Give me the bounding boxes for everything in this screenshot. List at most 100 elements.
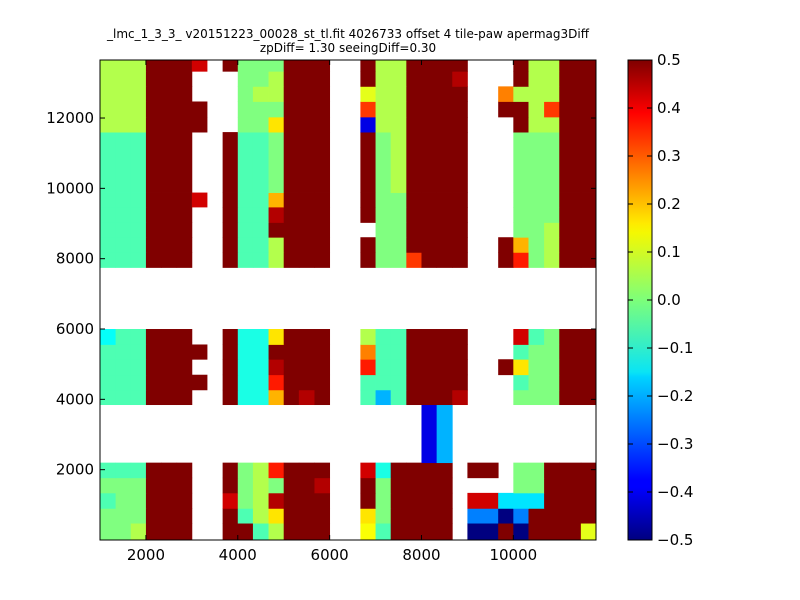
heatmap-cell: [161, 492, 178, 509]
heatmap-cell: [390, 329, 407, 345]
heatmap-cell: [268, 86, 285, 102]
colorbar-tick-label: −0.3: [657, 435, 693, 453]
heatmap-cell: [314, 462, 331, 479]
heatmap-cell: [100, 192, 117, 208]
heatmap-cell: [375, 222, 392, 238]
heatmap-cell: [115, 206, 132, 223]
heatmap-cell: [130, 60, 147, 72]
heatmap-cell: [559, 71, 582, 87]
heatmap-cell: [436, 101, 453, 118]
heatmap-cell: [513, 523, 529, 541]
heatmap-cell: [298, 389, 315, 406]
heatmap-cell: [544, 206, 560, 223]
heatmap-cell: [436, 237, 453, 253]
heatmap-cell: [268, 523, 285, 541]
heatmap-cell: [268, 359, 285, 376]
heatmap-cell: [176, 359, 193, 376]
heatmap-cell: [100, 206, 117, 223]
heatmap-cell: [176, 192, 193, 208]
heatmap-cell: [452, 101, 468, 118]
heatmap-cell: [252, 462, 269, 479]
heatmap-cell: [298, 101, 315, 118]
heatmap-cell: [452, 237, 468, 253]
heatmap-cell: [237, 222, 254, 238]
heatmap-cell: [130, 508, 147, 524]
heatmap-cell: [237, 60, 254, 72]
heatmap-cell: [222, 60, 239, 72]
heatmap-cell: [436, 71, 453, 87]
heatmap-cell: [252, 252, 269, 268]
heatmap-cell: [283, 71, 300, 87]
heatmap-cell: [559, 237, 582, 253]
heatmap-cell: [314, 477, 331, 494]
heatmap-cell: [528, 329, 545, 345]
heatmap-cell: [145, 116, 162, 133]
heatmap-cell: [283, 374, 300, 391]
heatmap-cell: [237, 329, 254, 345]
heatmap-cell: [436, 132, 453, 193]
heatmap-cell: [544, 477, 560, 494]
heatmap-cell: [559, 508, 582, 524]
heatmap-cell: [421, 237, 438, 253]
heatmap-cell: [559, 116, 582, 133]
heatmap-cell: [375, 344, 392, 360]
y-tick-label: 6000: [56, 320, 94, 338]
heatmap-cell: [452, 86, 468, 102]
heatmap-cell: [375, 492, 392, 509]
heatmap-cell: [360, 71, 376, 87]
heatmap-cell: [452, 116, 468, 133]
y-tick-label: 2000: [56, 461, 94, 479]
heatmap-cell: [283, 192, 300, 208]
heatmap-cell: [237, 374, 254, 391]
heatmap-cell: [314, 192, 331, 208]
heatmap-cell: [436, 86, 453, 102]
heatmap-cell: [375, 359, 392, 376]
heatmap-cell: [191, 116, 208, 133]
heatmap-cell: [436, 477, 453, 494]
heatmap-cell: [298, 60, 315, 72]
heatmap-cell: [268, 132, 285, 193]
heatmap-cell: [283, 116, 300, 133]
heatmap-cell: [390, 132, 407, 193]
heatmap-cell: [498, 237, 514, 253]
heatmap-cell: [237, 523, 254, 541]
heatmap-cell: [161, 329, 178, 345]
heatmap-cell: [421, 60, 438, 72]
heatmap-cell: [360, 462, 376, 479]
heatmap-cell: [580, 60, 597, 72]
heatmap-cell: [100, 116, 117, 133]
heatmap-cell: [252, 237, 269, 253]
heatmap-cell: [436, 374, 453, 391]
heatmap-cell: [145, 462, 162, 479]
heatmap-cell: [559, 389, 582, 406]
heatmap-cell: [528, 237, 545, 253]
heatmap-cell: [580, 389, 597, 406]
heatmap-cell: [161, 222, 178, 238]
heatmap-cell: [436, 60, 453, 72]
heatmap-cell: [421, 492, 438, 509]
heatmap-cell: [115, 132, 132, 193]
heatmap-cell: [130, 389, 147, 406]
heatmap-cell: [375, 252, 392, 268]
heatmap-cell: [452, 60, 468, 72]
heatmap-cell: [115, 60, 132, 72]
heatmap-cell: [436, 344, 453, 360]
heatmap-cell: [513, 492, 529, 509]
heatmap-cell: [467, 492, 499, 509]
heatmap-cell: [314, 132, 331, 193]
heatmap-cell: [436, 523, 453, 541]
heatmap-cell: [115, 374, 132, 391]
heatmap-cell: [580, 192, 597, 208]
heatmap-cell: [580, 71, 597, 87]
heatmap-cell: [498, 359, 514, 376]
heatmap-cell: [390, 462, 407, 479]
heatmap-cell: [513, 71, 529, 87]
heatmap-cell: [222, 523, 239, 541]
heatmap-cell: [528, 374, 545, 391]
heatmap-cell: [100, 237, 117, 253]
heatmap-cell: [237, 389, 254, 406]
heatmap-cell: [375, 462, 392, 479]
heatmap-cell: [145, 206, 162, 223]
heatmap-cell: [298, 508, 315, 524]
